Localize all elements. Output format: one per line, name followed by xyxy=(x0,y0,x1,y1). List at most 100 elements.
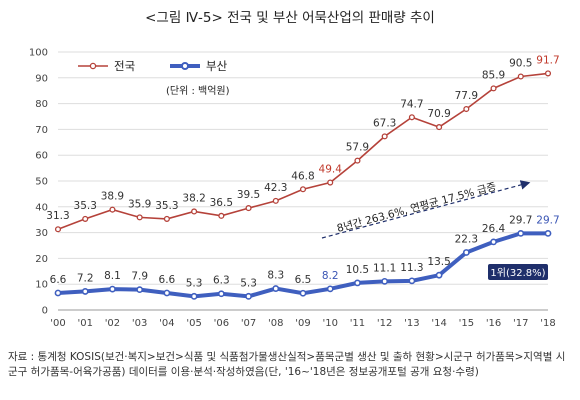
data-label-national: 57.9 xyxy=(346,142,369,154)
data-label-busan: 8.1 xyxy=(104,270,121,282)
x-tick-label: '04 xyxy=(159,318,174,329)
data-label-national: 70.9 xyxy=(427,108,450,120)
data-point-national xyxy=(354,157,361,164)
data-label-national: 35.3 xyxy=(74,200,97,212)
data-label-national: 46.8 xyxy=(291,170,314,182)
data-point-national xyxy=(490,85,497,92)
data-label-busan: 5.3 xyxy=(186,277,203,289)
data-label-busan: 7.2 xyxy=(77,272,94,284)
legend-marker-busan xyxy=(181,62,189,70)
x-tick-label: '11 xyxy=(350,318,365,329)
data-label-busan: 8.2 xyxy=(322,270,339,282)
data-label-busan: 6.3 xyxy=(213,275,230,287)
data-label-national: 85.9 xyxy=(482,69,505,81)
y-tick-label: 0 xyxy=(42,306,48,317)
data-point-national xyxy=(544,70,552,77)
x-tick-label: '03 xyxy=(132,318,147,329)
legend-marker-national xyxy=(89,62,97,70)
data-point-national xyxy=(136,214,143,221)
data-label-busan: 11.1 xyxy=(373,262,396,274)
data-point-busan xyxy=(54,289,62,297)
data-point-busan xyxy=(517,229,525,237)
data-point-national xyxy=(463,105,470,113)
data-label-national: 35.9 xyxy=(128,198,151,210)
data-label-busan: 7.9 xyxy=(131,271,148,283)
x-tick-label: '08 xyxy=(268,318,283,329)
data-point-busan xyxy=(544,229,552,237)
x-tick-label: '00 xyxy=(50,318,65,329)
x-tick-label: '17 xyxy=(513,318,528,329)
data-point-national xyxy=(54,226,62,233)
y-tick-label: 30 xyxy=(35,228,48,239)
data-label-national: 38.9 xyxy=(101,191,124,203)
data-label-national: 49.4 xyxy=(319,164,343,176)
chart-title: <그림 Ⅳ-5> 전국 및 부산 어묵산업의 판매량 추이 xyxy=(145,10,435,26)
data-point-national xyxy=(517,73,524,80)
data-point-busan xyxy=(408,277,416,285)
growth-annotation: 8년간 263.6%, 연평균 17.5% 급증 xyxy=(336,181,498,235)
data-point-busan xyxy=(490,238,497,246)
callout-box xyxy=(488,264,548,280)
data-point-busan xyxy=(163,289,171,297)
data-point-busan xyxy=(381,277,389,285)
y-tick-label: 80 xyxy=(35,99,48,110)
data-point-national xyxy=(299,186,307,193)
source-note: 자료 : 통계청 KOSIS(보건·복지>보건>식품 및 식품첨가물생산실적>품… xyxy=(8,351,566,378)
x-tick-label: '07 xyxy=(241,318,256,329)
data-label-busan: 5.3 xyxy=(240,277,257,289)
data-point-national xyxy=(408,114,415,121)
data-label-national: 74.7 xyxy=(400,98,423,110)
data-label-national: 35.3 xyxy=(155,200,178,212)
data-label-busan: 13.5 xyxy=(427,256,450,268)
data-point-busan xyxy=(462,249,470,256)
x-tick-label: '10 xyxy=(322,318,337,329)
data-label-national: 91.7 xyxy=(536,54,559,66)
data-point-busan xyxy=(272,285,280,292)
data-point-national xyxy=(163,215,170,222)
unit-label: (단위 : 백억원) xyxy=(166,84,230,97)
data-point-busan xyxy=(435,271,443,279)
data-point-busan xyxy=(245,292,252,300)
data-point-national xyxy=(327,179,334,186)
data-point-busan xyxy=(190,292,198,300)
data-point-busan xyxy=(217,290,225,298)
y-tick-label: 60 xyxy=(35,151,48,162)
data-point-busan xyxy=(109,285,116,293)
data-label-national: 31.3 xyxy=(46,210,69,222)
y-tick-label: 20 xyxy=(35,254,48,265)
x-tick-label: '13 xyxy=(404,318,419,329)
data-point-national xyxy=(191,208,198,215)
data-label-national: 67.3 xyxy=(373,117,396,129)
data-label-busan: 22.3 xyxy=(455,233,478,245)
data-point-busan xyxy=(136,286,144,294)
x-tick-label: '15 xyxy=(459,318,474,329)
data-point-national xyxy=(218,212,225,219)
x-tick-label: '14 xyxy=(431,318,446,329)
data-label-national: 42.3 xyxy=(264,182,287,194)
legend-label-busan: 부산 xyxy=(206,59,228,73)
data-point-national xyxy=(82,215,89,222)
data-point-national xyxy=(109,206,116,213)
x-tick-label: '06 xyxy=(214,318,229,329)
data-point-busan xyxy=(354,279,361,287)
x-tick-label: '05 xyxy=(186,318,201,329)
y-tick-label: 90 xyxy=(35,73,48,84)
data-label-national: 77.9 xyxy=(455,90,478,102)
data-point-national xyxy=(436,124,443,131)
data-label-busan: 6.5 xyxy=(295,274,312,286)
data-label-national: 36.5 xyxy=(210,197,233,209)
growth-arrow xyxy=(321,180,531,239)
data-label-busan: 6.6 xyxy=(50,274,67,286)
data-label-busan: 8.3 xyxy=(267,270,284,282)
data-point-national xyxy=(272,197,279,204)
y-tick-label: 100 xyxy=(29,48,48,59)
y-tick-label: 10 xyxy=(35,280,48,291)
x-tick-label: '09 xyxy=(295,318,310,329)
data-label-national: 90.5 xyxy=(509,58,532,70)
data-label-busan: 29.7 xyxy=(536,214,559,226)
data-label-busan: 26.4 xyxy=(482,223,506,235)
data-label-national: 38.2 xyxy=(182,192,205,204)
data-point-busan xyxy=(81,288,89,295)
y-tick-label: 70 xyxy=(35,125,48,136)
